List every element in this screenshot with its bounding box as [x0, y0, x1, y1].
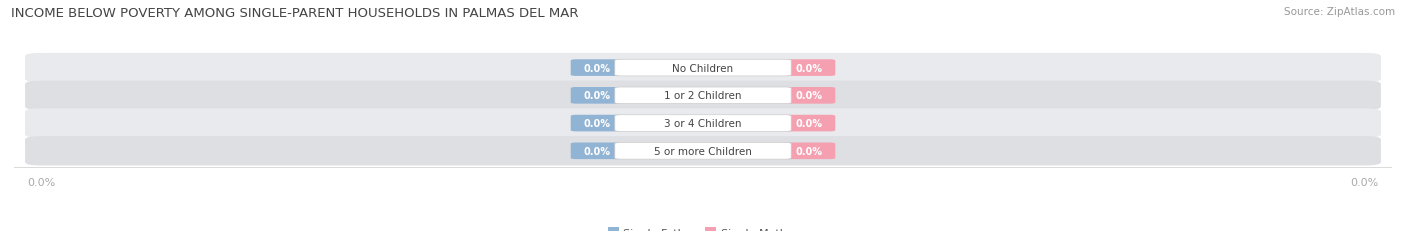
- Legend: Single Father, Single Mother: Single Father, Single Mother: [607, 227, 799, 231]
- FancyBboxPatch shape: [25, 109, 1381, 138]
- Text: INCOME BELOW POVERTY AMONG SINGLE-PARENT HOUSEHOLDS IN PALMAS DEL MAR: INCOME BELOW POVERTY AMONG SINGLE-PARENT…: [11, 7, 579, 20]
- Text: 3 or 4 Children: 3 or 4 Children: [664, 119, 742, 128]
- Text: 0.0%: 0.0%: [583, 119, 610, 128]
- Text: 1 or 2 Children: 1 or 2 Children: [664, 91, 742, 101]
- FancyBboxPatch shape: [614, 143, 792, 159]
- Text: 0.0%: 0.0%: [583, 91, 610, 101]
- Text: 5 or more Children: 5 or more Children: [654, 146, 752, 156]
- FancyBboxPatch shape: [614, 60, 792, 77]
- FancyBboxPatch shape: [783, 60, 835, 77]
- Text: 0.0%: 0.0%: [796, 63, 823, 73]
- Text: No Children: No Children: [672, 63, 734, 73]
- FancyBboxPatch shape: [25, 54, 1381, 83]
- FancyBboxPatch shape: [783, 143, 835, 159]
- FancyBboxPatch shape: [25, 81, 1381, 111]
- Text: 0.0%: 0.0%: [796, 146, 823, 156]
- FancyBboxPatch shape: [783, 115, 835, 132]
- FancyBboxPatch shape: [783, 88, 835, 104]
- Text: 0.0%: 0.0%: [796, 91, 823, 101]
- Text: 0.0%: 0.0%: [796, 119, 823, 128]
- Text: Source: ZipAtlas.com: Source: ZipAtlas.com: [1284, 7, 1395, 17]
- FancyBboxPatch shape: [571, 115, 623, 132]
- FancyBboxPatch shape: [571, 60, 623, 77]
- FancyBboxPatch shape: [614, 88, 792, 104]
- FancyBboxPatch shape: [614, 115, 792, 132]
- FancyBboxPatch shape: [571, 143, 623, 159]
- FancyBboxPatch shape: [571, 88, 623, 104]
- Text: 0.0%: 0.0%: [583, 146, 610, 156]
- FancyBboxPatch shape: [25, 137, 1381, 166]
- Text: 0.0%: 0.0%: [583, 63, 610, 73]
